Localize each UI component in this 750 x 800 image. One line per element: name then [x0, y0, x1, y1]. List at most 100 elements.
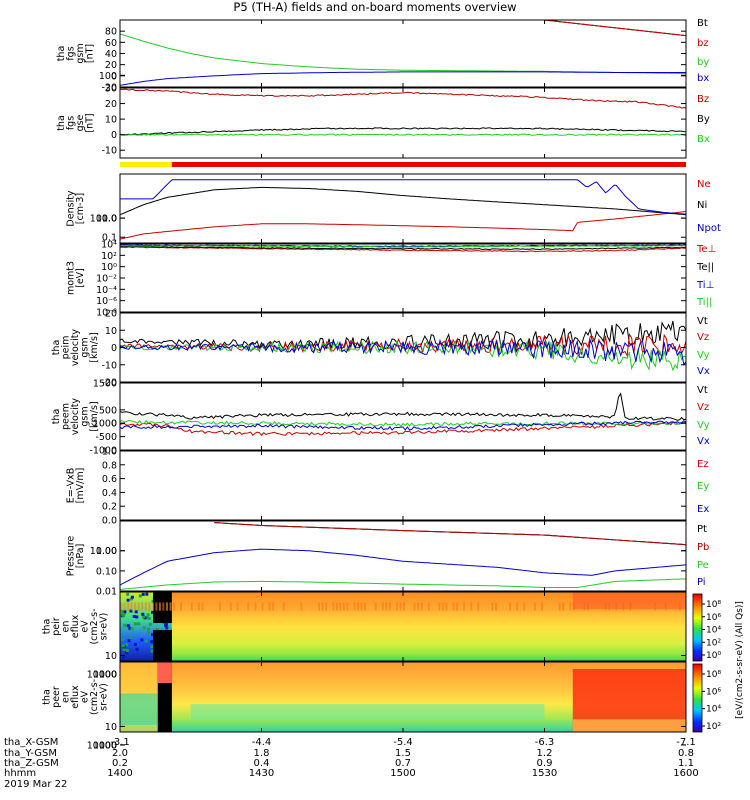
y-tick-label: 10 [105, 651, 117, 662]
spectrogram-speckle [145, 616, 149, 620]
spectrogram-speckle [126, 598, 130, 602]
footer-value: 0.2 [112, 758, 128, 769]
y-tick-label: 10 [105, 115, 117, 126]
spectrogram-stripe [346, 602, 349, 611]
colorbar-tick-label: 10⁶ [706, 687, 721, 697]
spectrogram-stripe [219, 602, 222, 611]
legend-entry: Ez [697, 459, 709, 470]
y-axis-label-line: eV [80, 690, 91, 703]
spectrogram-stripe [275, 602, 278, 611]
y-tick-label: 1500 [93, 379, 117, 390]
spectrogram-stripe [473, 602, 476, 611]
spectrogram-speckle [148, 622, 152, 626]
spectrogram-stripe [300, 602, 303, 611]
spectrogram-stripe [413, 602, 416, 611]
spectrogram-stripe [289, 602, 292, 611]
colorbar-tick-label: 10⁰ [706, 651, 721, 661]
legend-entry: Ey [697, 481, 709, 492]
colorbar-tick-label: 10⁸ [706, 600, 721, 610]
colorbar-tick-label: 10² [706, 722, 721, 732]
spectrogram-stripe [247, 602, 250, 611]
legend: Bz By Bx [697, 94, 710, 145]
spectrogram-speckle [151, 633, 154, 637]
spectrogram-stripe [342, 602, 345, 611]
footer-row-label: tha_X-GSM [4, 737, 58, 748]
spectrogram-stripe [215, 602, 218, 611]
y-axis-label-line: peem [61, 403, 72, 430]
footer-value: 1500 [390, 768, 415, 779]
y-tick-label: 0 [111, 130, 117, 141]
spectrogram-speckle [150, 649, 154, 653]
spectrogram-stripe [123, 602, 126, 611]
footer-value: -3.1 [110, 737, 130, 748]
y-axis-label-line: gsm [80, 406, 91, 426]
spectrogram-speckle [126, 624, 130, 628]
y-tick-label: 0 [111, 419, 117, 430]
spectrogram-stripe [381, 602, 384, 611]
status-segment [171, 162, 687, 167]
y-tick-label: -1000 [89, 446, 117, 457]
y-axis-label-line: Density [65, 190, 76, 226]
legend-entry: Pb [697, 542, 709, 553]
legend-entry: Ti⊥ [696, 280, 714, 291]
spectrogram-stripe [187, 602, 190, 611]
y-tick-label: 1.0 [102, 214, 117, 225]
spectrogram-stripe [526, 602, 529, 611]
legend-entry: By [697, 114, 710, 125]
spectrogram-stripe [321, 602, 324, 611]
spectrogram-stripe [360, 602, 363, 611]
legend-entry: Vz [697, 402, 709, 413]
y-axis-label-line: [nT] [84, 44, 95, 63]
spectrogram-speckle [134, 610, 138, 614]
footer-row-label: 2019 Mar 22 [4, 779, 67, 790]
spectrogram-stripe [130, 602, 133, 611]
spectrogram-stripe [463, 602, 466, 611]
series-density-0 [119, 211, 687, 240]
panel-density: 100.010.01.0 0.1 Density[cm-3] Ne Ni Npot [65, 173, 721, 244]
status-bar-layer [120, 162, 687, 167]
spectrogram-stripe [523, 602, 526, 611]
colorbar-tick-label: 10² [706, 638, 721, 648]
spectrogram-speckle [123, 623, 127, 627]
panel-efield: 1.0 0.8 0.6 0.4 0.2 0.0 E=-VxB[mV/m] Ez Ey Ex [65, 447, 709, 527]
spectrogram-stripe [212, 602, 214, 611]
y-tick-label: 10⁻² [96, 274, 117, 285]
y-axis-label-line: velocity [70, 398, 81, 436]
legend-entry: Npot [697, 223, 721, 234]
y-axis-label-line: tha [51, 340, 62, 356]
legend-entry: Vy [697, 420, 710, 431]
y-tick-label: 10 [105, 722, 117, 733]
legend-entry: by [697, 57, 709, 68]
panel-background [120, 88, 686, 158]
spectrogram-stripe [371, 602, 374, 611]
y-axis-label-line: [eV] [75, 268, 86, 288]
footer-value: 1.8 [254, 748, 270, 759]
panel-background [120, 174, 686, 243]
y-tick-label: -10 [101, 146, 117, 157]
spectrogram-stripe [466, 602, 469, 611]
spectrogram-stripe [222, 602, 225, 611]
spectrogram-speckle [129, 609, 133, 613]
spectrogram-stripe [385, 602, 388, 611]
spectrogram-speckle [128, 626, 132, 630]
spectrogram-stripe [406, 602, 409, 611]
spectrogram-stripe [551, 602, 554, 611]
y-tick-label: 500 [99, 405, 117, 416]
spectrogram-stripe [516, 602, 519, 611]
spectrogram-stripe [487, 602, 490, 611]
legend-entry: Bz [697, 94, 709, 105]
spectrogram-stripe [243, 602, 246, 611]
colorbar-axis-label: [eV/(cm2-s-sr-eV) (All Qs)] [735, 601, 745, 719]
y-axis-label-line: Pressure [65, 536, 76, 577]
y-axis-label-line: peer [51, 686, 62, 708]
colorbar-tick-label: 10⁴ [706, 626, 721, 636]
y-axis-label-line: [nT] [84, 113, 95, 132]
legend-entry: Vy [697, 350, 710, 361]
y-axis-label: E=-VxB[mV/m] [65, 468, 86, 504]
